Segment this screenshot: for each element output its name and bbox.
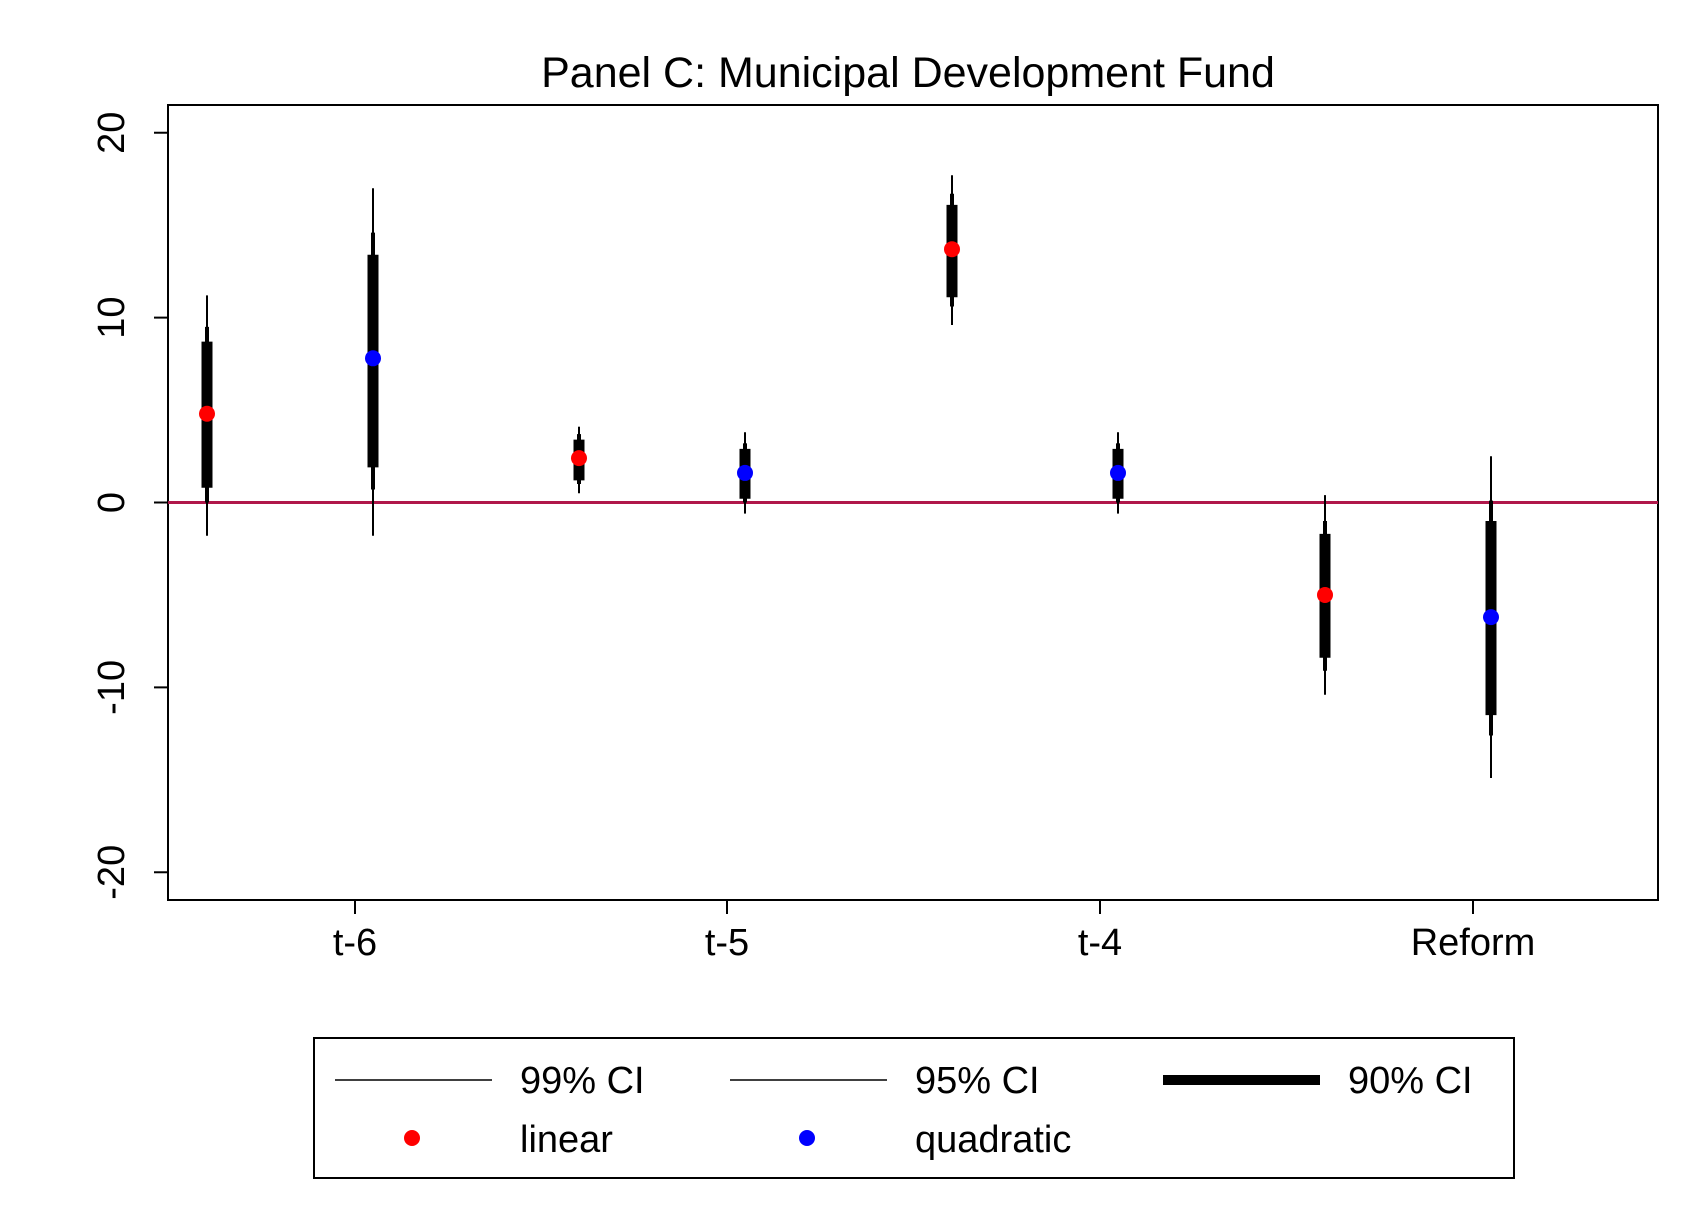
point-quadratic-Reform: [1483, 609, 1499, 626]
chart-title: Panel C: Municipal Development Fund: [541, 49, 1275, 97]
x-tick-label: t-6: [333, 922, 377, 964]
point-linear-t-5: [571, 450, 587, 467]
y-tick-label: 20: [91, 112, 133, 154]
x-tick-label: Reform: [1411, 922, 1536, 964]
legend-label-1: 95% CI: [915, 1060, 1040, 1102]
x-axis: t-6 t-5 t-4 Reform: [333, 900, 1535, 964]
y-tick-label: -20: [91, 845, 133, 900]
x-tick-label: t-5: [705, 922, 749, 964]
legend-label-2: 90% CI: [1348, 1060, 1473, 1102]
legend-label-0: 99% CI: [520, 1060, 645, 1102]
y-axis: -20 -10 0 10 20: [91, 112, 168, 900]
y-tick-label: 10: [91, 296, 133, 338]
legend-swatch-3: [404, 1130, 420, 1146]
legend-label-4: quadratic: [915, 1119, 1071, 1161]
y-tick-label: -10: [91, 660, 133, 715]
point-linear-Reform: [1317, 586, 1333, 603]
legend: 99% CI 95% CI 90% CI linear quadratic: [313, 1037, 1515, 1179]
marks-layer: [199, 175, 1499, 778]
point-quadratic-t-6: [365, 350, 381, 367]
y-tick-label: 0: [91, 492, 133, 513]
plot-area: -20 -10 0 10 20 t-6 t-5 t-4 Reform: [91, 104, 1659, 964]
legend-frame: [313, 1037, 1515, 1179]
point-quadratic-t-4: [1110, 464, 1126, 481]
x-tick-label: t-4: [1078, 922, 1122, 964]
point-linear-t-4: [944, 241, 960, 258]
point-quadratic-t-5: [737, 464, 753, 481]
point-linear-t-6: [199, 405, 215, 422]
legend-swatch-4: [799, 1130, 815, 1146]
legend-label-3: linear: [520, 1119, 613, 1161]
